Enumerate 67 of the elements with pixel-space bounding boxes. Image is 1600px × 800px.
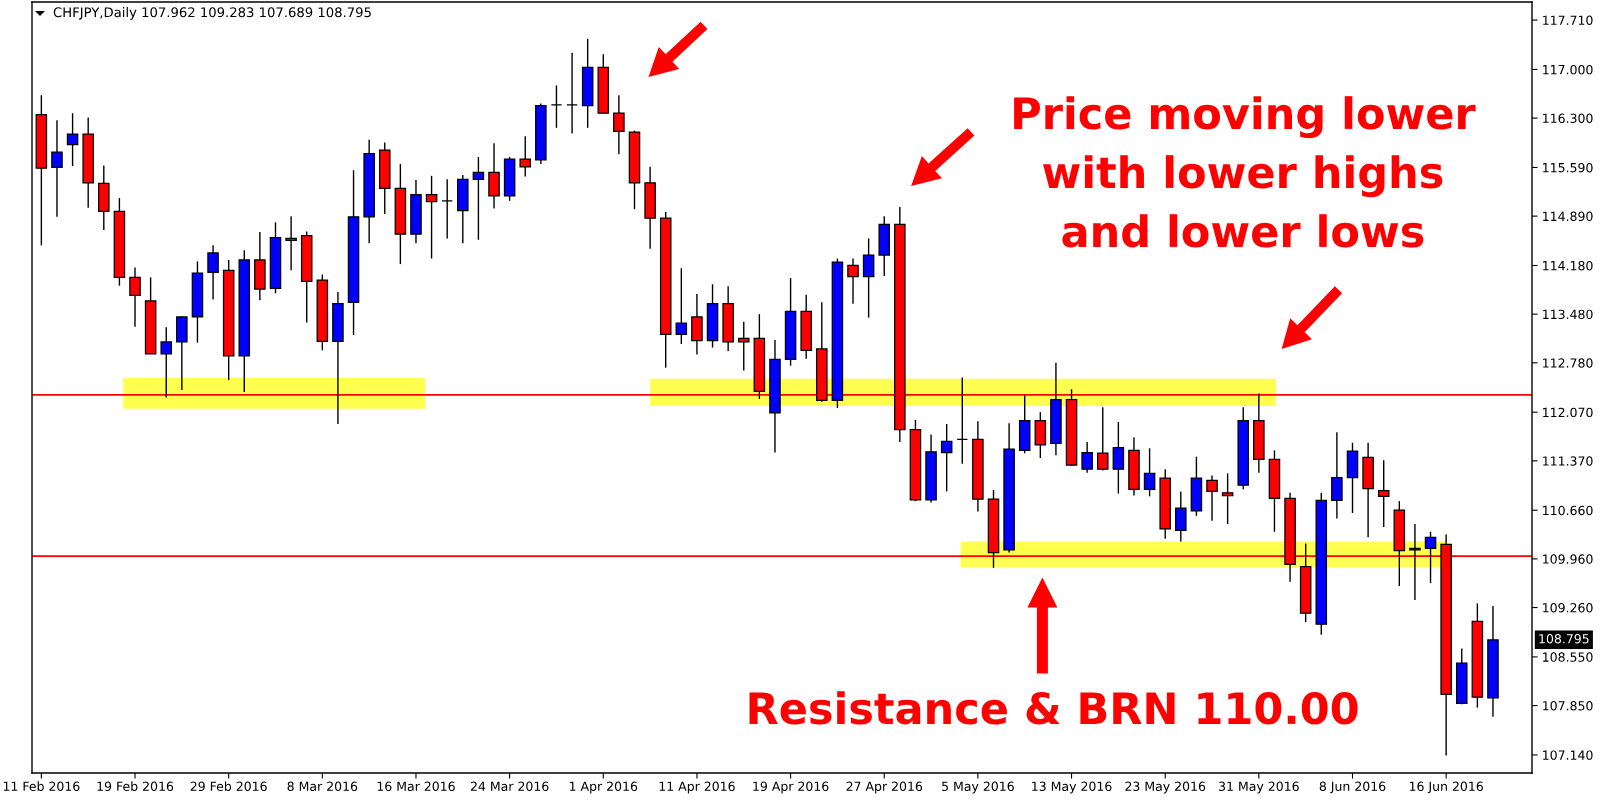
candlestick: [472, 156, 485, 241]
candlestick: [207, 244, 219, 301]
x-tick-label: 13 May 2016: [1032, 781, 1112, 794]
candlestick: [1221, 472, 1234, 525]
candlestick: [1081, 441, 1093, 474]
candlestick: [160, 326, 173, 399]
candlestick: [441, 178, 453, 240]
x-tick-label: 8 Mar 2016: [287, 781, 358, 792]
x-tick-label: 16 Jun 2016: [1409, 781, 1483, 794]
y-tick-label: 117.710: [1543, 15, 1593, 25]
candlestick: [129, 266, 141, 328]
y-tick-label: 109.960: [1543, 554, 1593, 564]
y-tick-label: 111.370: [1543, 456, 1593, 466]
x-tick-label: 5 May 2016: [942, 781, 1014, 794]
x-tick-label: 24 Mar 2016: [470, 781, 549, 792]
y-tick-label: 114.180: [1543, 260, 1593, 271]
candlestick: [566, 52, 578, 135]
x-tick-label: 11 Apr 2016: [659, 781, 735, 794]
candlestick: [1424, 531, 1437, 584]
y-tick-label: 114.890: [1543, 211, 1593, 222]
annotation: Resistance & BRN 110.00: [749, 691, 1358, 725]
candlestick: [847, 257, 859, 305]
y-tick-label: 107.850: [1543, 701, 1593, 711]
candlestick: [488, 142, 500, 210]
x-tick-label: 29 Feb 2016: [190, 781, 267, 792]
candlestick: [519, 135, 532, 178]
x-tick-label: 27 Apr 2016: [846, 781, 923, 794]
x-tick-label: 16 Mar 2016: [377, 781, 455, 792]
candlestick: [1175, 490, 1187, 543]
candlestick: [613, 94, 625, 155]
candlestick: [956, 376, 969, 465]
y-tick-label: 117.000: [1543, 64, 1593, 75]
chart-title: CHFJPY,Daily 107.962 109.283 107.689 108.795: [53, 7, 371, 20]
candlestick: [691, 293, 703, 356]
candlestick: [425, 175, 438, 260]
x-tick-label: 1 Apr 2016: [569, 781, 638, 794]
y-tick-label: 110.660: [1543, 505, 1593, 516]
x-tick-label: 19 Feb 2016: [97, 781, 174, 792]
x-tick-label: 8 Jun 2016: [1319, 781, 1386, 794]
y-tick-label: 113.480: [1543, 309, 1593, 320]
y-tick-label: 115.590: [1543, 162, 1593, 173]
candlestick: [1143, 447, 1156, 497]
candlestick: [66, 112, 79, 167]
candlestick: [737, 321, 750, 372]
candlestick: [1206, 474, 1218, 522]
y-tick-label: 116.300: [1543, 113, 1593, 124]
y-tick-label: 108.550: [1543, 652, 1593, 662]
x-tick-label: 11 Feb 2016: [3, 781, 80, 792]
candlestick: [675, 267, 688, 345]
y-tick-label: 112.070: [1543, 407, 1593, 418]
text: 108.795: [1539, 634, 1589, 644]
y-tick-label: 109.260: [1543, 603, 1593, 613]
candlestick: [862, 237, 875, 319]
candlestick: [1377, 459, 1390, 528]
candlestick: [1112, 421, 1125, 495]
x-tick-label: 19 Apr 2016: [753, 781, 829, 794]
candlestick: [51, 119, 63, 218]
y-tick-label: 107.140: [1543, 750, 1593, 760]
y-tick-label: 112.780: [1543, 358, 1593, 368]
candlestick: [940, 423, 953, 493]
x-tick-label: 23 May 2016: [1125, 781, 1206, 794]
candlestick: [1331, 431, 1343, 520]
candlestick: [550, 84, 563, 129]
annotation: Price moving lower with lower highs and lower lows: [1014, 96, 1476, 248]
candlestick: [1096, 406, 1109, 472]
x-tick-label: 31 May 2016: [1219, 781, 1299, 794]
candlestick: [285, 215, 297, 272]
